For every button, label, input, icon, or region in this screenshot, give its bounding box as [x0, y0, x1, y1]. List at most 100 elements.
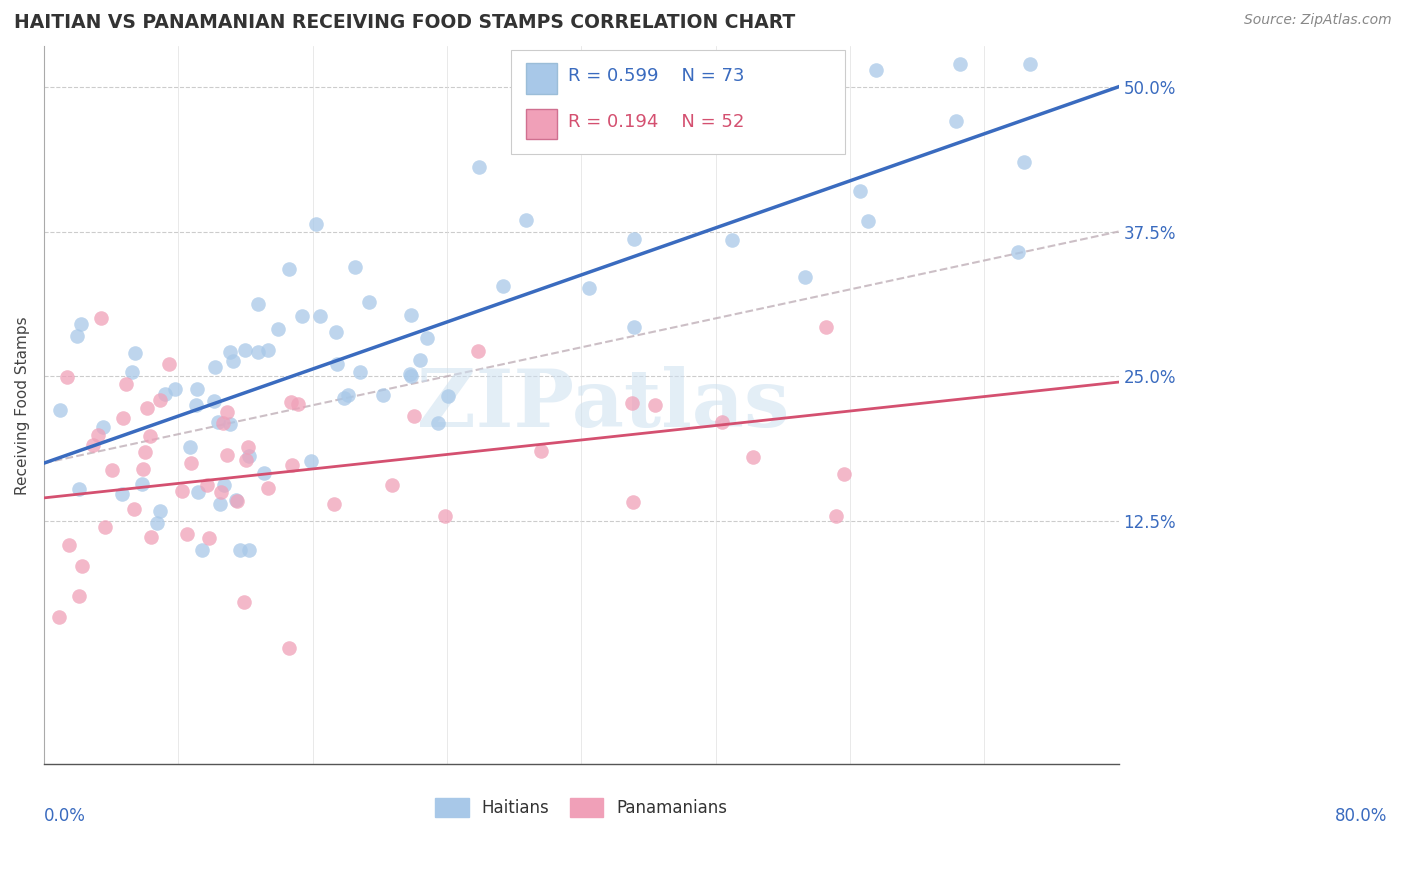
Text: R = 0.194    N = 52: R = 0.194 N = 52 — [568, 112, 745, 130]
Point — [349, 365, 371, 379]
Point — [266, 322, 288, 336]
Point — [359, 295, 381, 310]
Point — [291, 309, 314, 323]
Point — [215, 448, 238, 462]
Point — [848, 184, 870, 198]
Point — [208, 498, 231, 512]
Point — [399, 309, 422, 323]
Point — [90, 310, 112, 325]
Legend: Haitians, Panamanians: Haitians, Panamanians — [429, 791, 734, 824]
Point — [467, 343, 489, 358]
Y-axis label: Receiving Food Stamps: Receiving Food Stamps — [15, 316, 30, 494]
Point — [93, 420, 115, 434]
Point — [814, 319, 837, 334]
Point — [433, 509, 456, 524]
Text: 0.0%: 0.0% — [44, 807, 86, 825]
Point — [322, 497, 344, 511]
Point — [209, 485, 232, 500]
Point — [134, 445, 156, 459]
Point — [752, 139, 775, 153]
Point — [721, 233, 744, 247]
Point — [115, 377, 138, 392]
Point — [623, 231, 645, 245]
Point — [402, 409, 425, 423]
Point — [180, 456, 202, 470]
Point — [620, 396, 643, 410]
Point — [221, 354, 243, 368]
Point — [1019, 56, 1042, 70]
Point — [256, 481, 278, 495]
Point — [623, 320, 645, 334]
Point — [66, 329, 89, 343]
Point — [235, 452, 257, 467]
Point — [87, 428, 110, 442]
Point — [136, 401, 159, 415]
Text: Source: ZipAtlas.com: Source: ZipAtlas.com — [1244, 13, 1392, 28]
Point — [398, 367, 420, 381]
Point — [325, 326, 347, 340]
FancyBboxPatch shape — [526, 63, 557, 94]
Point — [226, 494, 249, 508]
Point — [468, 160, 491, 174]
Point — [67, 483, 90, 497]
Point — [149, 504, 172, 518]
Point — [832, 467, 855, 482]
Point — [111, 487, 134, 501]
Point — [380, 478, 402, 492]
Point — [131, 477, 153, 491]
Point — [190, 543, 212, 558]
Point — [184, 398, 207, 412]
Point — [337, 388, 360, 402]
FancyBboxPatch shape — [526, 109, 557, 139]
Point — [202, 393, 225, 408]
Point — [280, 394, 302, 409]
Point — [197, 531, 219, 545]
Point — [132, 462, 155, 476]
Point — [644, 398, 666, 412]
Point — [299, 454, 322, 468]
Point — [229, 543, 252, 558]
Point — [399, 368, 422, 383]
Point — [492, 279, 515, 293]
Point — [225, 493, 247, 508]
Point — [278, 640, 301, 655]
Point — [333, 391, 356, 405]
Point — [427, 416, 450, 430]
Point — [277, 262, 299, 277]
Point — [856, 214, 879, 228]
Point — [211, 417, 233, 431]
Point — [218, 345, 240, 359]
Point — [187, 485, 209, 500]
Point — [865, 62, 887, 77]
Point — [163, 382, 186, 396]
Point — [436, 388, 458, 402]
Point — [530, 443, 553, 458]
Point — [1014, 155, 1036, 169]
Point — [122, 502, 145, 516]
FancyBboxPatch shape — [512, 50, 845, 154]
Point — [214, 478, 236, 492]
Point — [219, 417, 242, 432]
Point — [215, 405, 238, 419]
Point — [124, 345, 146, 359]
Point — [710, 415, 733, 429]
Point — [408, 352, 430, 367]
Point — [157, 357, 180, 371]
Point — [949, 56, 972, 70]
Point — [1007, 245, 1029, 260]
Point — [179, 440, 201, 454]
Point — [281, 458, 304, 472]
Text: HAITIAN VS PANAMANIAN RECEIVING FOOD STAMPS CORRELATION CHART: HAITIAN VS PANAMANIAN RECEIVING FOOD STA… — [14, 13, 796, 32]
Point — [578, 281, 600, 295]
Text: 80.0%: 80.0% — [1334, 807, 1388, 825]
Point — [247, 297, 270, 311]
Point — [416, 331, 439, 345]
Point — [824, 508, 846, 523]
Point — [121, 366, 143, 380]
Point — [70, 318, 93, 332]
Text: R = 0.599    N = 73: R = 0.599 N = 73 — [568, 68, 745, 86]
Point — [945, 114, 967, 128]
Point — [326, 357, 349, 371]
Point — [55, 370, 77, 384]
Point — [236, 440, 259, 454]
